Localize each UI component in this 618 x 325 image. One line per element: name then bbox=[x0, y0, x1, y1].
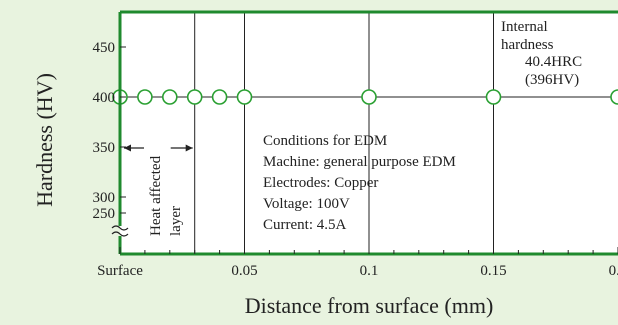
axis-break-mark bbox=[111, 231, 129, 237]
axis-break-mark bbox=[111, 225, 129, 231]
x-axis-label: Distance from surface (mm) bbox=[245, 293, 494, 318]
internal-hardness-line-1: Internal bbox=[501, 19, 548, 35]
conditions-line-1: Conditions for EDM bbox=[263, 133, 387, 149]
y-tick-label: 300 bbox=[93, 190, 116, 206]
y-tick-label: 400 bbox=[93, 90, 116, 106]
y-tick-label: 250 bbox=[93, 206, 116, 222]
data-point bbox=[137, 89, 153, 105]
y-tick-label: 450 bbox=[93, 40, 116, 56]
data-point bbox=[236, 89, 253, 105]
x-tick-label: 0.15 bbox=[480, 263, 506, 279]
y-tick-label: 350 bbox=[93, 140, 116, 156]
x-tick-label: 0.1 bbox=[360, 263, 379, 279]
data-point bbox=[361, 89, 377, 105]
y-axis-label: Hardness (HV) bbox=[32, 73, 57, 207]
internal-hardness-line-2: hardness bbox=[501, 37, 554, 53]
data-point bbox=[610, 89, 618, 105]
conditions-line-2: Machine: general purpose EDM bbox=[263, 154, 456, 170]
data-point bbox=[162, 89, 178, 105]
data-point bbox=[485, 89, 502, 105]
heat-affected-line-1: Heat affected bbox=[148, 155, 164, 236]
conditions-line-4: Voltage: 100V bbox=[263, 196, 350, 212]
x-tick-label: 0.05 bbox=[231, 263, 257, 279]
conditions-line-3: Electrodes: Copper bbox=[263, 175, 378, 191]
x-tick-label: 0.2 bbox=[609, 263, 618, 279]
heat-layer-arrowhead-right bbox=[185, 144, 193, 152]
internal-hardness-annotation: Internal hardness 40.4HRC (396HV) bbox=[501, 19, 582, 88]
heat-affected-layer-label: Heat affected layer bbox=[148, 155, 184, 236]
internal-hardness-line-4: (396HV) bbox=[525, 72, 579, 88]
heat-affected-line-2: layer bbox=[168, 206, 184, 236]
heat-layer-arrowhead-left bbox=[124, 144, 131, 152]
edm-conditions-box: Conditions for EDM Machine: general purp… bbox=[263, 133, 456, 233]
data-point bbox=[211, 89, 228, 105]
conditions-line-5: Current: 4.5A bbox=[263, 217, 346, 233]
x-tick-label: Surface bbox=[97, 263, 143, 279]
data-point bbox=[186, 89, 203, 105]
internal-hardness-line-3: 40.4HRC bbox=[525, 54, 582, 70]
